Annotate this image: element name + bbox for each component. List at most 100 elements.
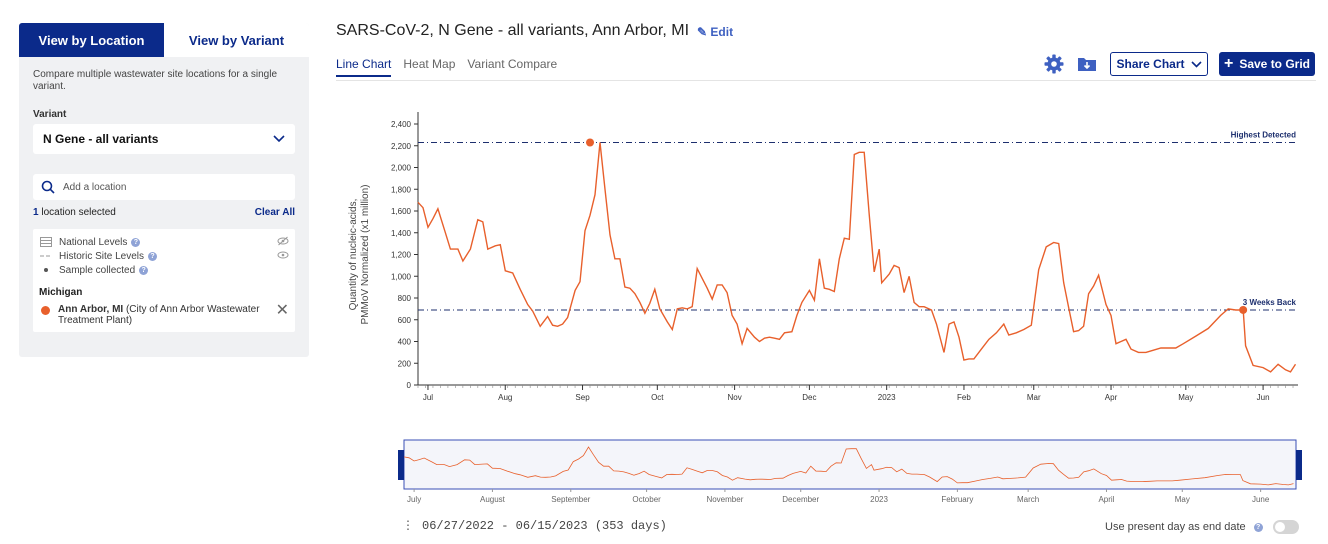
x-tick-label: Dec [802, 393, 816, 402]
edit-title-button[interactable]: ✎ Edit [697, 25, 733, 39]
search-icon [41, 180, 55, 194]
help-icon[interactable]: ? [148, 251, 158, 261]
tab-variant-compare[interactable]: Variant Compare [467, 57, 558, 71]
help-icon[interactable]: ? [1253, 522, 1263, 532]
x-tick-label: Oct [651, 393, 664, 402]
save-to-grid-label: Save to Grid [1239, 57, 1311, 71]
brush-window [403, 439, 1297, 490]
brush-series-line [403, 446, 1294, 486]
edit-label: Edit [710, 25, 734, 39]
dash-line-icon [39, 254, 53, 258]
page-title: SARS-CoV-2, N Gene - all variants, Ann A… [336, 22, 690, 39]
x-tick-label: Jul [423, 393, 433, 402]
plus-icon: + [1223, 55, 1234, 72]
brush-tick-label: August [480, 495, 506, 504]
brush-tick-label: October [632, 495, 661, 504]
clear-all-button[interactable]: Clear All [254, 207, 295, 218]
x-tick-label: Apr [1105, 393, 1118, 402]
tab-view-by-location[interactable]: View by Location [19, 23, 164, 57]
close-icon[interactable]: ✕ [275, 302, 289, 319]
range-brush[interactable]: July August September October November Decemb… [398, 439, 1302, 504]
y-tick-label: 2,400 [391, 120, 412, 129]
site-color-dot [41, 306, 50, 315]
site-name: Ann Arbor, MI [58, 304, 124, 315]
reference-line-label: Highest Detected [1231, 130, 1296, 139]
legend-panel: National Levels ? Historic Site Levels ?… [33, 229, 295, 332]
brush-tick-label: May [1175, 495, 1190, 504]
chevron-down-icon [273, 135, 285, 143]
location-search-input[interactable] [63, 181, 263, 193]
brush-tick-label: March [1017, 495, 1039, 504]
y-tick-label: 1,400 [391, 229, 412, 238]
site-text: Ann Arbor, MI (City of Ann Arbor Wastewa… [58, 304, 268, 326]
x-tick-label: May [1178, 393, 1193, 402]
x-tick-label: Feb [957, 393, 971, 402]
present-day-toggle[interactable] [1272, 520, 1299, 534]
y-tick-label: 0 [407, 381, 412, 390]
help-icon[interactable]: ? [139, 265, 149, 275]
brush-tick-label: December [782, 495, 819, 504]
brush-tick-label: April [1098, 495, 1114, 504]
legend-historic-label: Historic Site Levels [59, 250, 145, 262]
table-icon [39, 237, 53, 247]
brush-handle-right [1296, 450, 1302, 480]
brush-handle-left [398, 450, 404, 480]
header-divider [336, 80, 1316, 81]
more-options-icon[interactable]: ⋮ [402, 518, 414, 532]
site-item: Ann Arbor, MI (City of Ann Arbor Wastewa… [39, 302, 289, 326]
variant-select[interactable]: N Gene - all variants [33, 124, 295, 154]
brush-tick-label: November [706, 495, 743, 504]
y-tick-label: 2,000 [391, 164, 412, 173]
selection-summary: 1 location selected Clear All [19, 200, 309, 218]
legend-sample-label: Sample collected [59, 264, 136, 276]
y-tick-label: 200 [398, 359, 412, 368]
selected-suffix: location selected [41, 207, 116, 218]
legend-national: National Levels ? [39, 235, 289, 249]
save-to-grid-button[interactable]: + Save to Grid [1219, 52, 1315, 76]
selected-count-text: 1 location selected [33, 207, 116, 218]
gear-icon[interactable] [1044, 54, 1064, 74]
share-chart-label: Share Chart [1116, 57, 1185, 71]
share-chart-button[interactable]: Share Chart [1110, 52, 1208, 76]
location-search[interactable] [33, 174, 295, 200]
brush-tick-label: February [941, 495, 973, 504]
legend-historic: Historic Site Levels ? [39, 249, 289, 263]
line-chart[interactable]: 0 200 400 600 800 1,000 1,200 1,400 1,600 1,800 2,… [336, 92, 1316, 512]
variant-label: Variant [33, 109, 67, 120]
x-tick-label: Nov [727, 393, 741, 402]
brush-tick-label: June [1252, 495, 1270, 504]
y-tick-label: 1,800 [391, 185, 412, 194]
brush-tick-label: July [407, 495, 421, 504]
y-tick-label: 600 [398, 316, 412, 325]
chart-area: 0 200 400 600 800 1,000 1,200 1,400 1,600 1,800 2,… [336, 92, 1316, 517]
date-range-value: 06/27/2022 - 06/15/2023 (353 days) [422, 519, 667, 533]
selected-count: 1 [33, 207, 39, 218]
y-tick-label: 1,000 [391, 272, 412, 281]
series-line [417, 142, 1297, 373]
dot-icon [39, 267, 53, 273]
brush-tick-label: 2023 [870, 495, 888, 504]
download-folder-icon[interactable] [1077, 55, 1097, 73]
eye-off-icon[interactable] [277, 236, 289, 249]
help-icon[interactable]: ? [131, 237, 141, 247]
tab-view-by-variant[interactable]: View by Variant [164, 23, 309, 57]
tab-heat-map[interactable]: Heat Map [403, 57, 456, 71]
site-detail: (City of Ann Arbor Wastewater Treatment … [58, 304, 260, 326]
highlight-point [1239, 305, 1248, 314]
highlight-point [586, 138, 595, 147]
legend-sample: Sample collected ? [39, 263, 289, 277]
view-mode-tabs: View by Location View by Variant [19, 23, 309, 57]
brush-tick-label: September [551, 495, 590, 504]
sidebar-description: Compare multiple wastewater site locatio… [33, 69, 277, 92]
date-range-text: 06/27/2022 - 06/15/2023 (353 days) [422, 519, 667, 533]
x-tick-label: Aug [498, 393, 512, 402]
y-tick-label: 800 [398, 294, 412, 303]
y-tick-label: 400 [398, 338, 412, 347]
y-tick-label: 1,600 [391, 207, 412, 216]
y-axis-label: Quantity of nucleic-acids,PMMoV Normaliz… [348, 184, 371, 324]
y-tick-label: 1,200 [391, 251, 412, 260]
present-day-label: Use present day as end date [1105, 521, 1246, 533]
main-plot: 0 200 400 600 800 1,000 1,200 1,400 1,600 1,800 2,… [348, 112, 1298, 402]
tab-line-chart[interactable]: Line Chart [336, 57, 392, 77]
eye-icon[interactable] [277, 250, 289, 263]
